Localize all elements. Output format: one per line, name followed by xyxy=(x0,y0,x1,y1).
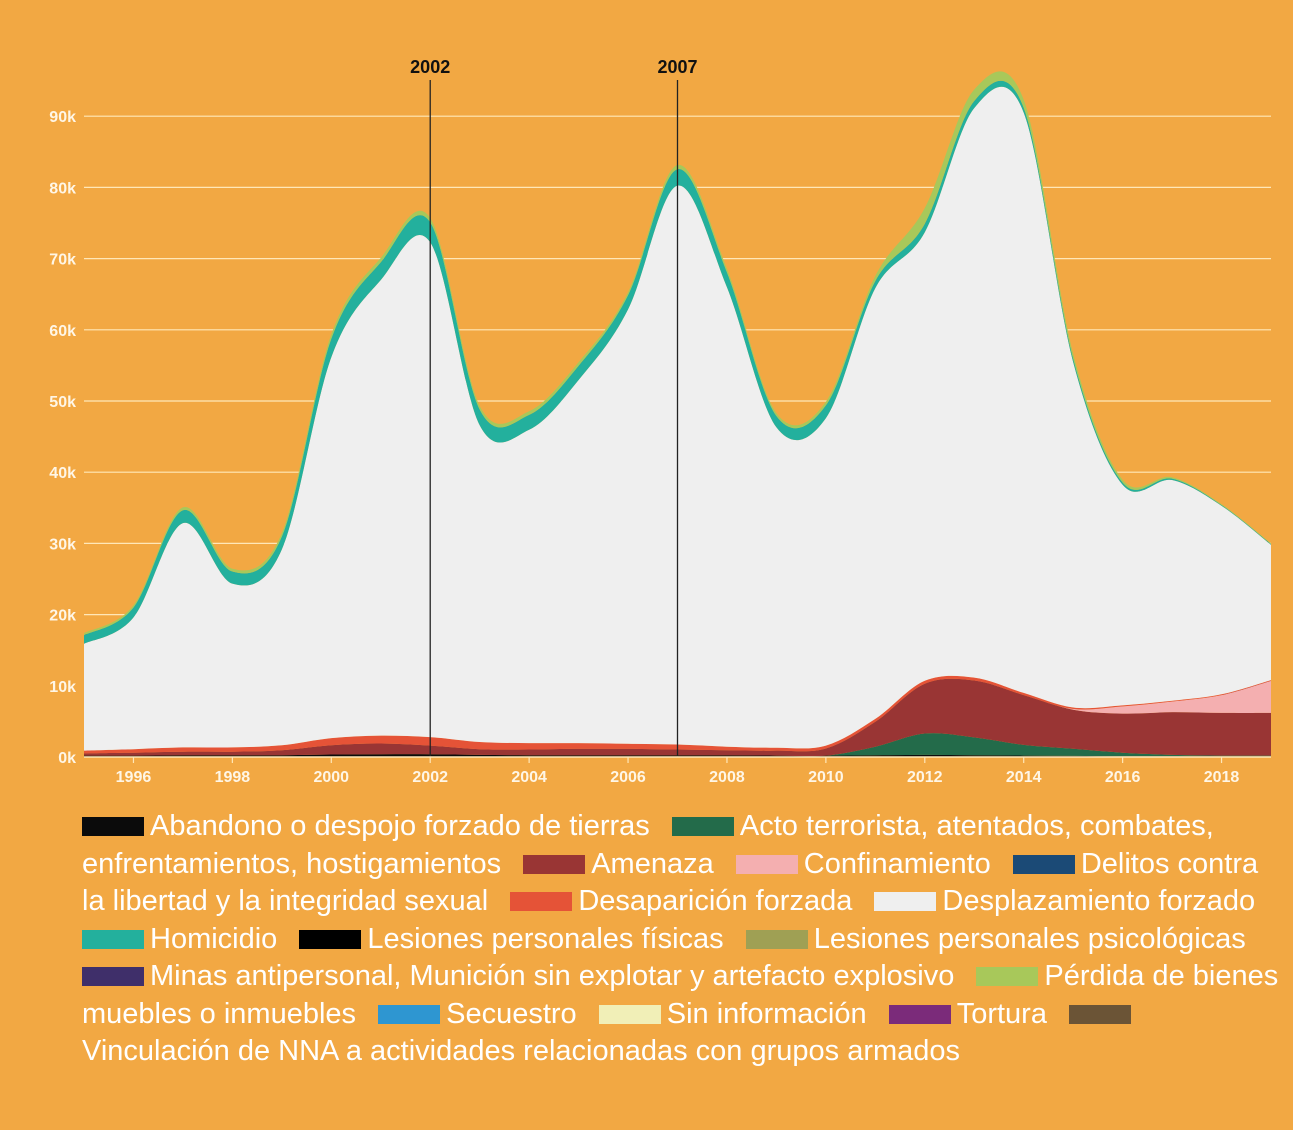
y-tick-label: 30k xyxy=(49,536,76,553)
x-tick-label: 2006 xyxy=(610,769,646,786)
legend-item: Homicidio xyxy=(82,923,277,955)
x-tick-label: 2010 xyxy=(808,769,844,786)
legend-item: Desaparición forzada xyxy=(510,885,852,917)
legend-item: Abandono o despojo forzado de tierras xyxy=(82,810,650,842)
x-tick-label: 2014 xyxy=(1006,769,1042,786)
legend-item: Amenaza xyxy=(523,848,714,880)
y-tick-label: 20k xyxy=(49,608,76,625)
legend-swatch xyxy=(671,817,734,836)
legend-label: Desaparición forzada xyxy=(578,885,853,917)
legend-item: Desplazamiento forzado xyxy=(874,885,1255,917)
legend-swatch xyxy=(299,929,362,949)
legend-item: Confinamiento xyxy=(735,847,991,880)
legend-label: Minas antipersonal, Munición sin explota… xyxy=(150,960,955,992)
legend-swatch xyxy=(976,967,1039,986)
x-tick-label: 1998 xyxy=(215,769,251,786)
area-series-amenaza xyxy=(84,678,1271,757)
area-series-acto-terrorista-atentados-combates-enfre xyxy=(84,733,1271,757)
legend-item: Sin información xyxy=(598,997,867,1030)
legend-swatch xyxy=(598,1004,661,1024)
legend-swatch xyxy=(510,892,573,911)
legend-swatch xyxy=(378,1004,441,1024)
legend-label: Amenaza xyxy=(591,847,714,880)
legend-item: Tortura xyxy=(888,997,1047,1030)
legend-label: Lesiones personales físicas xyxy=(367,922,724,955)
x-tick-label: 2008 xyxy=(709,769,745,786)
legend-swatch xyxy=(82,967,144,986)
legend-label: Confinamiento xyxy=(803,847,991,880)
legend-item: Minas antipersonal, Munición sin explota… xyxy=(82,960,954,992)
y-tick-label: 90k xyxy=(49,109,76,126)
legend-label: Abandono o despojo forzado de tierras xyxy=(150,810,650,842)
stacked-area-chart: 2002 2007 0k 10k 20k 30k 40k 50k 60k 70k 80k 90k 19… xyxy=(49,57,1271,786)
legend-label: Acto terrorista, atentados, combates, en… xyxy=(82,810,1214,880)
legend-item: Pérdida de bienes muebles o inmuebles xyxy=(82,960,1278,1030)
legend-label: Sin información xyxy=(666,997,867,1030)
x-tick-label: 2016 xyxy=(1105,769,1141,786)
legend-swatch xyxy=(1012,854,1075,874)
y-tick-label: 50k xyxy=(49,394,76,411)
legend-item: Lesiones personales psicológicas xyxy=(745,922,1246,955)
x-tick-label: 2002 xyxy=(412,769,448,786)
legend-label: Pérdida de bienes muebles o inmuebles xyxy=(82,960,1279,1030)
legend-label: Homicidio xyxy=(150,922,278,955)
marker-label-2002: 2002 xyxy=(410,57,450,77)
legend-swatch xyxy=(1069,1004,1132,1024)
legend-item: Vinculación de NNA a actividades relacio… xyxy=(82,998,1137,1067)
legend-label: Delitos contra la libertad y la integrid… xyxy=(82,847,1259,918)
legend-item: Acto terrorista, atentados, combates, en… xyxy=(82,810,1214,880)
legend-swatch xyxy=(888,1004,951,1024)
legend-item: Delitos contra la libertad y la integrid… xyxy=(82,848,1258,918)
legend-label: Desplazamiento forzado xyxy=(942,885,1256,917)
legend-item: Lesiones personales físicas xyxy=(299,922,724,955)
legend-item: Secuestro xyxy=(378,998,577,1030)
x-tick-label: 2000 xyxy=(313,769,349,786)
y-tick-label: 0k xyxy=(58,750,76,767)
legend-label: Vinculación de NNA a actividades relacio… xyxy=(82,1035,961,1067)
y-tick-label: 80k xyxy=(49,180,76,197)
legend-label: Secuestro xyxy=(446,997,577,1030)
chart-legend: Abandono o despojo forzado de tierras Ac… xyxy=(82,808,1282,1071)
y-tick-label: 40k xyxy=(49,465,76,482)
x-tick-label: 2012 xyxy=(907,769,943,786)
legend-swatch xyxy=(735,854,798,874)
marker-label-2007: 2007 xyxy=(657,57,697,77)
x-tick-label: 1996 xyxy=(116,769,152,786)
legend-swatch xyxy=(82,929,144,949)
legend-swatch xyxy=(523,854,586,874)
legend-swatch xyxy=(745,929,808,949)
legend-label: Lesiones personales psicológicas xyxy=(813,922,1246,955)
x-tick-label: 2018 xyxy=(1204,769,1240,786)
y-tick-label: 10k xyxy=(49,679,76,696)
legend-label: Tortura xyxy=(956,997,1047,1030)
x-tick-label: 2004 xyxy=(511,769,547,786)
y-tick-label: 60k xyxy=(49,323,76,340)
y-tick-label: 70k xyxy=(49,252,76,269)
legend-swatch xyxy=(82,817,144,836)
legend-swatch xyxy=(874,892,937,911)
